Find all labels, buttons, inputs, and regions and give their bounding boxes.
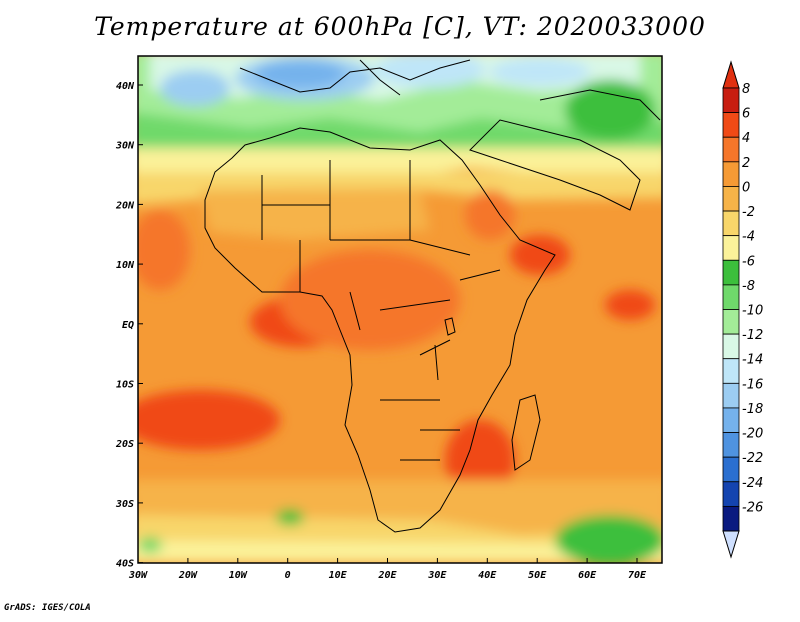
lat-tick-label: 30N (115, 141, 135, 152)
colorbar-segment (722, 432, 740, 458)
lat-tick-label: 40S (116, 559, 134, 570)
colorbar-segment (722, 235, 740, 261)
lat-tick-label: EQ (122, 320, 134, 331)
colorbar-label: -24 (742, 476, 763, 491)
lat-tick-label: 10N (116, 260, 135, 271)
colorbar-label: -20 (742, 427, 763, 442)
colorbar-label: -18 (742, 402, 763, 417)
lon-tick-label: 40E (478, 570, 497, 581)
map-title: Temperature at 600hPa [C], VT: 202003300… (94, 12, 706, 41)
colorbar-segment (722, 505, 740, 532)
colorbar-label: 8 (742, 82, 750, 97)
colorbar-label: -16 (742, 377, 763, 392)
colorbar-segment (722, 87, 740, 114)
lat-tick-label: 20N (115, 200, 135, 211)
colorbar-label: -8 (742, 279, 755, 294)
colorbar-label: -6 (742, 254, 755, 269)
colorbar-segment (722, 284, 740, 310)
colorbar-segment (722, 333, 740, 360)
colorbar-bottom-arrow (722, 530, 740, 559)
lon-tick-label: 30E (427, 570, 447, 581)
lon-tick-label: 10W (229, 570, 248, 581)
colorbar-segment (722, 407, 740, 433)
lon-tick-label: 70E (628, 570, 647, 581)
lon-tick-label: 20W (178, 570, 198, 581)
lat-tick-label: 20S (115, 439, 134, 450)
colorbar-segment (722, 186, 740, 212)
lon-tick-label: 10E (329, 570, 348, 581)
lon-tick-label: 60E (578, 570, 597, 581)
colorbar-label: 2 (742, 156, 750, 171)
lon-tick-label: 50E (528, 570, 547, 581)
temperature-field (138, 56, 662, 563)
coastline-outline (204, 59, 661, 533)
colorbar-segment (722, 481, 740, 507)
colorbar-segment (722, 456, 740, 483)
colorbar-label: -12 (742, 328, 763, 343)
colorbar-segment (722, 358, 740, 384)
colorbar-label: 0 (742, 180, 750, 195)
lon-tick-label: 20E (377, 570, 397, 581)
colorbar-label: -4 (742, 230, 755, 245)
colorbar-segment (722, 309, 740, 335)
longitude-ticks: 30W 20W 10W 0 10E 20E 30E 40E 50E 60E 70E (128, 558, 647, 581)
lat-tick-label: 30S (115, 499, 134, 510)
lat-tick-label: 40N (116, 81, 135, 92)
colorbar-label: -22 (742, 451, 763, 466)
colorbar-label: -14 (742, 353, 763, 368)
colorbar-segment (722, 382, 740, 409)
lon-tick-label: 0 (285, 570, 291, 581)
latitude-ticks: 40N 30N 20N 10N EQ 10S 20S 30S 40S (115, 81, 143, 570)
colorbar-label: -26 (742, 500, 763, 515)
colorbar-segment (722, 112, 740, 138)
colorbar-label: -10 (742, 304, 763, 319)
colorbar-label: 6 (742, 107, 750, 122)
colorbar-segment (722, 161, 740, 187)
lon-tick-label: 30W (128, 570, 148, 581)
plot-frame (137, 55, 663, 564)
lat-tick-label: 10S (116, 380, 134, 391)
colorbar: 8 6 4 2 0 -2 -4 -6 -8 -10 -12 -14 -16 -18 -20 -22 -24 -26 (722, 60, 763, 559)
colorbar-segment (722, 259, 740, 286)
grads-credit: GrADS: IGES/COLA (4, 603, 91, 613)
colorbar-segment (722, 210, 740, 237)
colorbar-segment (722, 136, 740, 163)
colorbar-label: 4 (742, 131, 750, 146)
colorbar-label: -2 (742, 205, 755, 220)
colorbar-top-arrow (722, 60, 740, 89)
